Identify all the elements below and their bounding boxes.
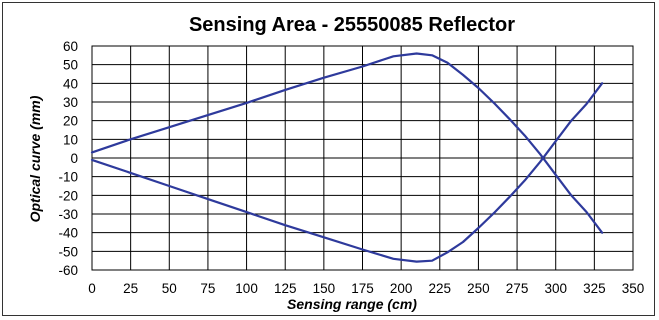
y-tick-label: -60 — [58, 263, 78, 278]
x-tick-label: 100 — [235, 281, 258, 296]
y-tick-label: -30 — [58, 207, 78, 222]
y-tick-label: 40 — [63, 76, 78, 91]
x-tick-label: 350 — [622, 281, 645, 296]
x-tick-labels: 0 25 50 75 100 125 150 175 200 225 250 275 300 325 350 — [88, 281, 644, 296]
chart-title: Sensing Area - 25550085 Reflector — [189, 14, 515, 36]
x-tick-label: 325 — [583, 281, 606, 296]
x-tick-label: 225 — [429, 281, 452, 296]
x-tick-label: 275 — [506, 281, 529, 296]
x-tick-label: 300 — [544, 281, 567, 296]
series-line-upper — [90, 52, 604, 234]
y-axis-label: Optical curve (mm) — [27, 95, 43, 222]
x-tick-label: 250 — [467, 281, 490, 296]
x-tick-label: 0 — [88, 281, 96, 296]
y-tick-label: 20 — [63, 114, 78, 129]
y-tick-label: 0 — [70, 151, 78, 166]
x-tick-label: 125 — [274, 281, 297, 296]
chart-frame — [2, 2, 655, 316]
y-tick-label: 60 — [63, 39, 78, 54]
y-tick-label: -40 — [58, 226, 78, 241]
series-line-lower — [90, 82, 604, 263]
y-tick-label: -20 — [58, 188, 78, 203]
x-tick-label: 150 — [313, 281, 336, 296]
x-tick-label: 175 — [351, 281, 374, 296]
x-tick-label: 200 — [390, 281, 413, 296]
y-tick-labels: 60 50 40 30 20 10 0 -10 -20 -30 -40 -50 -60 — [58, 39, 78, 278]
y-tick-label: 30 — [63, 95, 78, 110]
x-tick-label: 50 — [162, 281, 177, 296]
y-tick-label: -50 — [58, 244, 78, 259]
y-tick-label: 10 — [63, 132, 78, 147]
grid — [91, 45, 634, 271]
x-axis-label: Sensing range (cm) — [287, 296, 417, 312]
y-tick-label: 50 — [63, 58, 78, 73]
y-tick-label: -10 — [58, 170, 78, 185]
series-group — [90, 52, 604, 263]
x-tick-label: 25 — [123, 281, 138, 296]
x-tick-label: 75 — [200, 281, 215, 296]
plot-area — [91, 45, 634, 271]
